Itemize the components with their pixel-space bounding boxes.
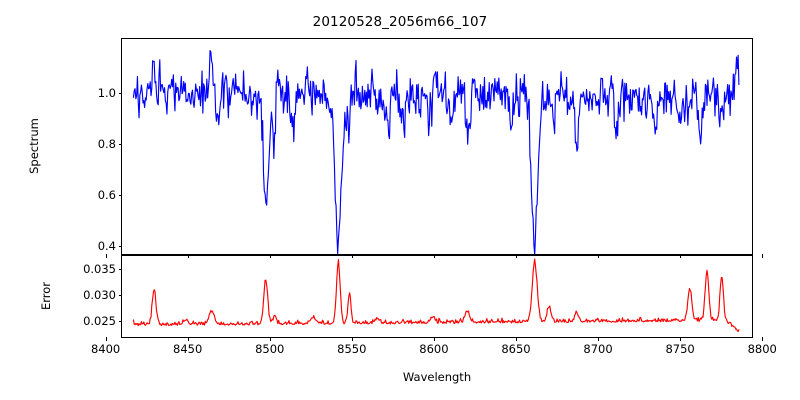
y-axis-tick: [118, 143, 122, 145]
error-panel: 0.025 0.030 0.035 8400 8450 8500 8550 8600 8650 8…: [83, 255, 777, 356]
x-axis-tick-label: 8550: [337, 342, 367, 356]
y-axis-tick-label: 1.0: [97, 85, 116, 100]
y-axis-tick: [118, 294, 122, 296]
y-axis-tick: [118, 92, 122, 94]
x-axis-tick-label: 8650: [501, 342, 531, 356]
x-axis-tick: [762, 337, 764, 341]
y-axis-tick: [118, 245, 122, 247]
x-axis-tick: [515, 337, 517, 341]
y-axis-tick: [118, 194, 122, 196]
y-axis-tick: [118, 268, 122, 270]
y-axis-tick-label: 0.030: [83, 287, 116, 302]
x-axis-label: Wavelength: [402, 370, 472, 384]
x-axis-tick: [351, 337, 353, 341]
x-axis-tick: [187, 337, 189, 341]
x-axis-tick-label: 8700: [583, 342, 613, 356]
x-axis-tick-label: 8750: [665, 342, 695, 356]
y-axis-tick-label: 0.035: [83, 261, 116, 276]
x-axis-tick-label: 8600: [419, 342, 449, 356]
x-axis-tick-label: 8500: [255, 342, 285, 356]
y-axis-label-error: Error: [39, 281, 53, 311]
y-axis-tick-label: 0.4: [97, 238, 116, 253]
x-axis-tick: [105, 337, 107, 341]
y-axis-tick-label: 0.6: [97, 187, 116, 202]
x-axis-tick-label: 8400: [90, 342, 121, 356]
x-axis-tick: [105, 254, 107, 258]
y-axis-tick-label: 0.8: [97, 136, 116, 151]
x-axis-tick: [762, 254, 764, 258]
x-axis-tick-label: 8450: [173, 342, 203, 356]
y-axis-tick-label: 0.025: [83, 313, 116, 328]
x-axis-tick: [598, 337, 600, 341]
x-axis-tick: [269, 337, 271, 341]
page-title: 20120528_2056m66_107: [312, 14, 488, 30]
x-axis-tick-label: 8800: [747, 342, 777, 356]
x-axis-tick: [433, 337, 435, 341]
y-axis-tick: [118, 320, 122, 322]
spectrum-line-series: [132, 50, 740, 254]
spectrum-panel: 0.4 0.6 0.8 1.0: [98, 38, 764, 258]
x-axis-tick: [680, 337, 682, 341]
y-axis-label-spectrum: Spectrum: [27, 118, 41, 174]
error-line-series: [132, 258, 740, 333]
